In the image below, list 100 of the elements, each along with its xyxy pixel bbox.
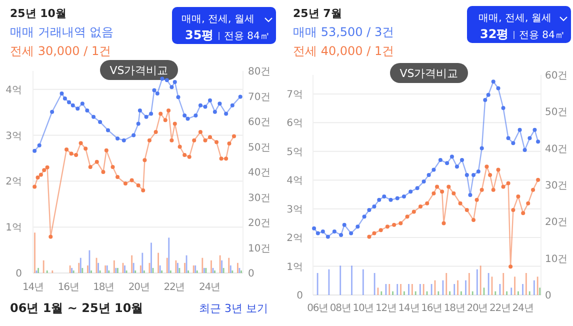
point [528, 136, 532, 140]
point [483, 98, 488, 102]
point [70, 103, 75, 108]
point [101, 170, 106, 174]
point [480, 188, 484, 192]
point [32, 184, 37, 189]
point [367, 234, 372, 239]
point [496, 86, 500, 90]
text: 매매 거래내역 없음 [10, 25, 114, 39]
point [144, 114, 148, 119]
point [170, 138, 174, 142]
y2-tick-label: 20건 [248, 218, 271, 229]
y2-tick-label: 80건 [248, 66, 271, 78]
x-tick-label: 14년 [398, 303, 420, 314]
point [224, 156, 228, 161]
point [486, 92, 490, 97]
point [320, 230, 325, 234]
point [212, 110, 217, 114]
point [208, 135, 212, 140]
point [172, 80, 177, 84]
point [491, 80, 496, 84]
y-tick-label: 3억 [286, 204, 303, 216]
point [230, 103, 234, 108]
point [88, 164, 92, 169]
y2-tick-label: 30건 [545, 180, 568, 192]
y2-tick-label: 60건 [248, 117, 271, 128]
y2-tick-label: 50건 [248, 142, 271, 154]
point [116, 136, 120, 140]
y2-tick-label: 40건 [248, 168, 271, 178]
x-tick-label: 12년 [375, 303, 396, 314]
point [187, 154, 192, 159]
point [458, 201, 462, 206]
text: 전세 40,000 / 1건 [293, 44, 394, 58]
point [98, 120, 102, 124]
point [32, 148, 37, 153]
point [426, 172, 431, 177]
point [367, 208, 372, 212]
point [532, 128, 537, 132]
point [516, 194, 520, 198]
point [154, 130, 158, 134]
y2-tick-label: 40건 [545, 144, 568, 155]
point [454, 164, 459, 169]
point [480, 146, 484, 150]
point [472, 218, 476, 222]
point [92, 114, 96, 119]
point [518, 128, 522, 132]
point [440, 190, 444, 194]
y2-tick-label: 20건 [545, 217, 568, 228]
point [536, 178, 540, 182]
point [48, 234, 53, 239]
y2-tick-label: 0 [248, 268, 254, 280]
point [312, 226, 316, 230]
text: 매매, 전세, 월세 [478, 13, 552, 24]
y2-tick-label: 10건 [545, 254, 568, 265]
point [186, 116, 190, 121]
point [491, 188, 496, 192]
point [422, 180, 426, 184]
y-tick-label: 4억 [6, 84, 22, 96]
point [511, 141, 516, 146]
point [45, 165, 50, 170]
point [182, 114, 187, 118]
point [42, 168, 46, 172]
point [484, 164, 489, 169]
y-tick-label: 1억 [6, 222, 22, 234]
point [522, 148, 527, 152]
point [149, 112, 154, 116]
point [445, 161, 450, 166]
point [136, 183, 140, 188]
x-tick-label: 20년 [466, 303, 488, 314]
point [132, 133, 136, 138]
point [442, 221, 446, 226]
point [438, 158, 442, 162]
text: 매매 53,500 / 3건 [293, 25, 394, 39]
text: 최근 3년 보기 [199, 302, 268, 315]
x-tick-label: 10년 [352, 303, 374, 314]
point [60, 91, 64, 96]
point [425, 201, 430, 206]
point [203, 104, 208, 109]
point [227, 142, 232, 146]
text: 35평 [185, 28, 214, 42]
point [62, 96, 67, 101]
y-tick-label: 0 [296, 290, 303, 302]
point [141, 188, 146, 192]
point [432, 191, 436, 196]
y-tick-label: 5억 [286, 146, 303, 158]
point [339, 232, 344, 237]
point [362, 214, 366, 219]
point [178, 144, 182, 149]
point [136, 122, 140, 126]
point [378, 228, 383, 232]
point [372, 231, 376, 236]
point [408, 190, 413, 194]
point [432, 168, 436, 172]
point [38, 172, 43, 177]
point [531, 188, 536, 192]
y2-tick-label: 70건 [248, 92, 271, 103]
point [158, 112, 163, 116]
point [182, 153, 187, 158]
point [80, 102, 84, 106]
point [372, 204, 376, 209]
